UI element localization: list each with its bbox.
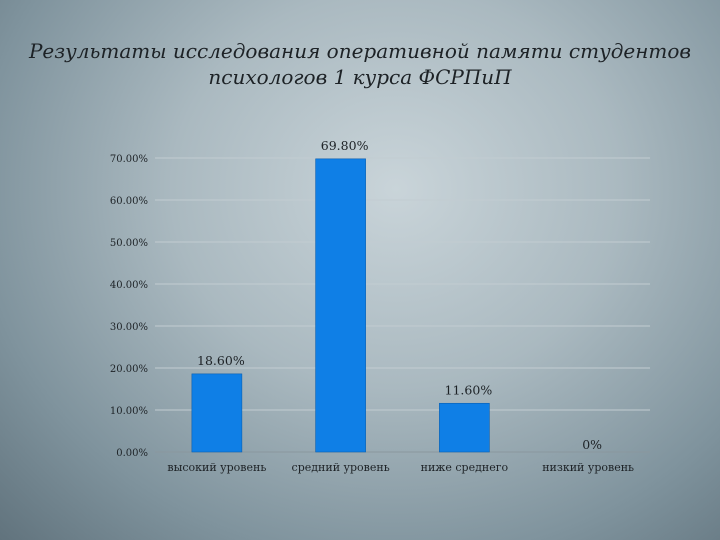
data-label-2: 11.60% bbox=[445, 382, 493, 397]
y-tick-label-6: 60.00% bbox=[110, 196, 148, 207]
category-label-1: средний уровень bbox=[292, 461, 390, 474]
slide-title-line-2: психологов 1 курса ФСРПиП bbox=[208, 65, 512, 89]
data-label-0: 18.60% bbox=[197, 353, 245, 368]
y-tick-label-4: 40.00% bbox=[110, 280, 148, 291]
slide-title-line-1: Результаты исследования оперативной памя… bbox=[28, 39, 692, 63]
category-label-0: высокий уровень bbox=[167, 461, 266, 474]
bar-1 bbox=[315, 158, 366, 453]
category-label-2: ниже среднего bbox=[421, 461, 509, 474]
bar-2 bbox=[439, 402, 490, 453]
data-label-3: 0% bbox=[582, 437, 602, 452]
y-tick-label-1: 10.00% bbox=[110, 406, 148, 417]
y-tick-label-5: 50.00% bbox=[110, 238, 148, 249]
y-tick-label-0: 0.00% bbox=[116, 448, 148, 459]
bar-0 bbox=[191, 373, 243, 453]
category-label-3: низкий уровень bbox=[542, 461, 634, 474]
y-tick-label-7: 70.00% bbox=[110, 154, 148, 165]
data-label-1: 69.80% bbox=[321, 138, 369, 153]
slide-title: Результаты исследования оперативной памя… bbox=[20, 38, 700, 90]
y-tick-label-3: 30.00% bbox=[110, 322, 148, 333]
y-tick-label-2: 20.00% bbox=[110, 364, 148, 375]
